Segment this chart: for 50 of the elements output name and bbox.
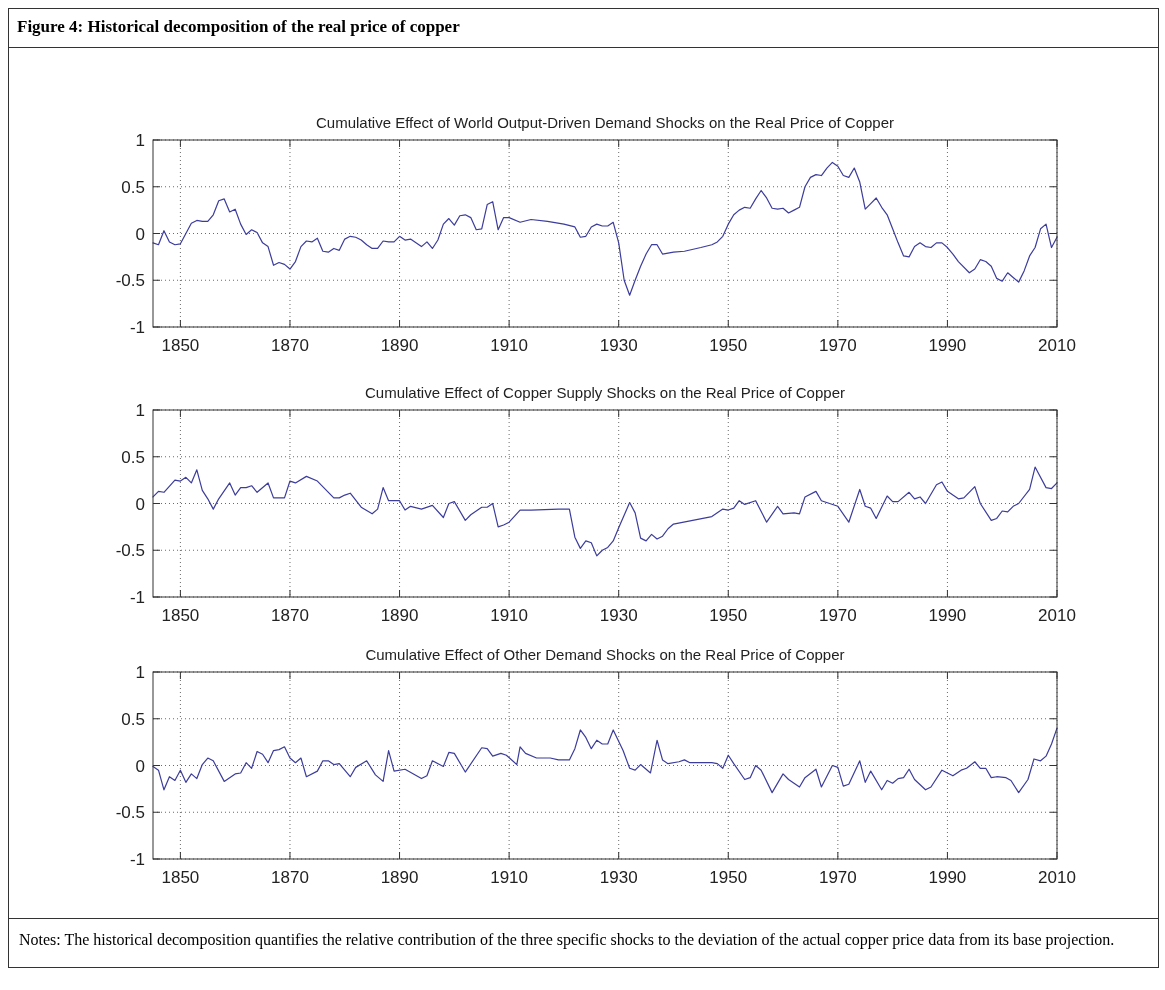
x-tick-label: 1910 bbox=[490, 606, 529, 625]
line-series bbox=[152, 727, 1058, 794]
x-tick-label: 1990 bbox=[928, 868, 967, 887]
x-tick-label: 1950 bbox=[709, 336, 748, 355]
x-tick-label: 1950 bbox=[709, 606, 748, 625]
x-tick-label: 1910 bbox=[490, 336, 529, 355]
chart-title: Cumulative Effect of Copper Supply Shocks on the Real Price of Copper bbox=[365, 384, 845, 401]
x-tick-label: 1950 bbox=[709, 868, 748, 887]
x-tick-label: 2010 bbox=[1038, 336, 1076, 355]
x-tick-label: 1870 bbox=[271, 336, 309, 355]
x-tick-label: 2010 bbox=[1038, 606, 1076, 625]
y-tick-label: 1 bbox=[135, 663, 145, 682]
y-tick-label: 1 bbox=[135, 131, 145, 150]
text: Notes: The historical decomposition quantifies the relative contribution of the three specific shocks to the deviation of the actual copper price data from its base projection. bbox=[19, 930, 1116, 951]
y-tick-label: 0.5 bbox=[121, 447, 145, 467]
x-tick-label: 1910 bbox=[490, 868, 529, 887]
x-tick-label: 1930 bbox=[599, 868, 638, 887]
y-tick-label: 0 bbox=[135, 494, 145, 514]
line-series bbox=[152, 161, 1058, 296]
x-tick-label: 1890 bbox=[380, 868, 419, 887]
y-tick-label: 0.5 bbox=[121, 709, 145, 729]
caption: Figure 4: Historical decomposition of the real price of copper bbox=[17, 17, 461, 37]
x-tick-label: 1930 bbox=[599, 606, 638, 625]
y-tick-label: 0 bbox=[135, 224, 145, 244]
chart-title: Cumulative Effect of Other Demand Shocks on the Real Price of Copper bbox=[365, 646, 845, 663]
y-tick-label: 1 bbox=[135, 401, 145, 420]
x-tick-label: 2010 bbox=[1038, 868, 1076, 887]
x-tick-label: 1870 bbox=[271, 606, 309, 625]
y-tick-label: 0 bbox=[135, 756, 145, 776]
y-tick-label: -1 bbox=[129, 850, 145, 869]
y-tick-label: -1 bbox=[129, 588, 145, 607]
x-tick-label: 1850 bbox=[161, 336, 200, 355]
x-tick-label: 1850 bbox=[161, 606, 200, 625]
x-tick-label: 1990 bbox=[928, 606, 967, 625]
x-tick-label: 1990 bbox=[928, 336, 967, 355]
x-tick-label: 1930 bbox=[599, 336, 638, 355]
x-tick-label: 1970 bbox=[818, 336, 857, 355]
y-tick-label: -0.5 bbox=[115, 271, 145, 291]
line-series bbox=[152, 466, 1058, 557]
chart-title: Cumulative Effect of World Output-Driven Demand Shocks on the Real Price of Copper bbox=[315, 114, 895, 131]
x-tick-label: 1870 bbox=[271, 868, 309, 887]
x-tick-label: 1850 bbox=[161, 868, 200, 887]
y-tick-label: -0.5 bbox=[115, 541, 145, 561]
y-tick-label: 0.5 bbox=[121, 177, 145, 197]
x-tick-label: 1890 bbox=[380, 336, 419, 355]
y-tick-label: -1 bbox=[129, 318, 145, 337]
x-tick-label: 1890 bbox=[380, 606, 419, 625]
x-tick-label: 1970 bbox=[818, 868, 857, 887]
y-tick-label: -0.5 bbox=[115, 803, 145, 823]
x-tick-label: 1970 bbox=[818, 606, 857, 625]
